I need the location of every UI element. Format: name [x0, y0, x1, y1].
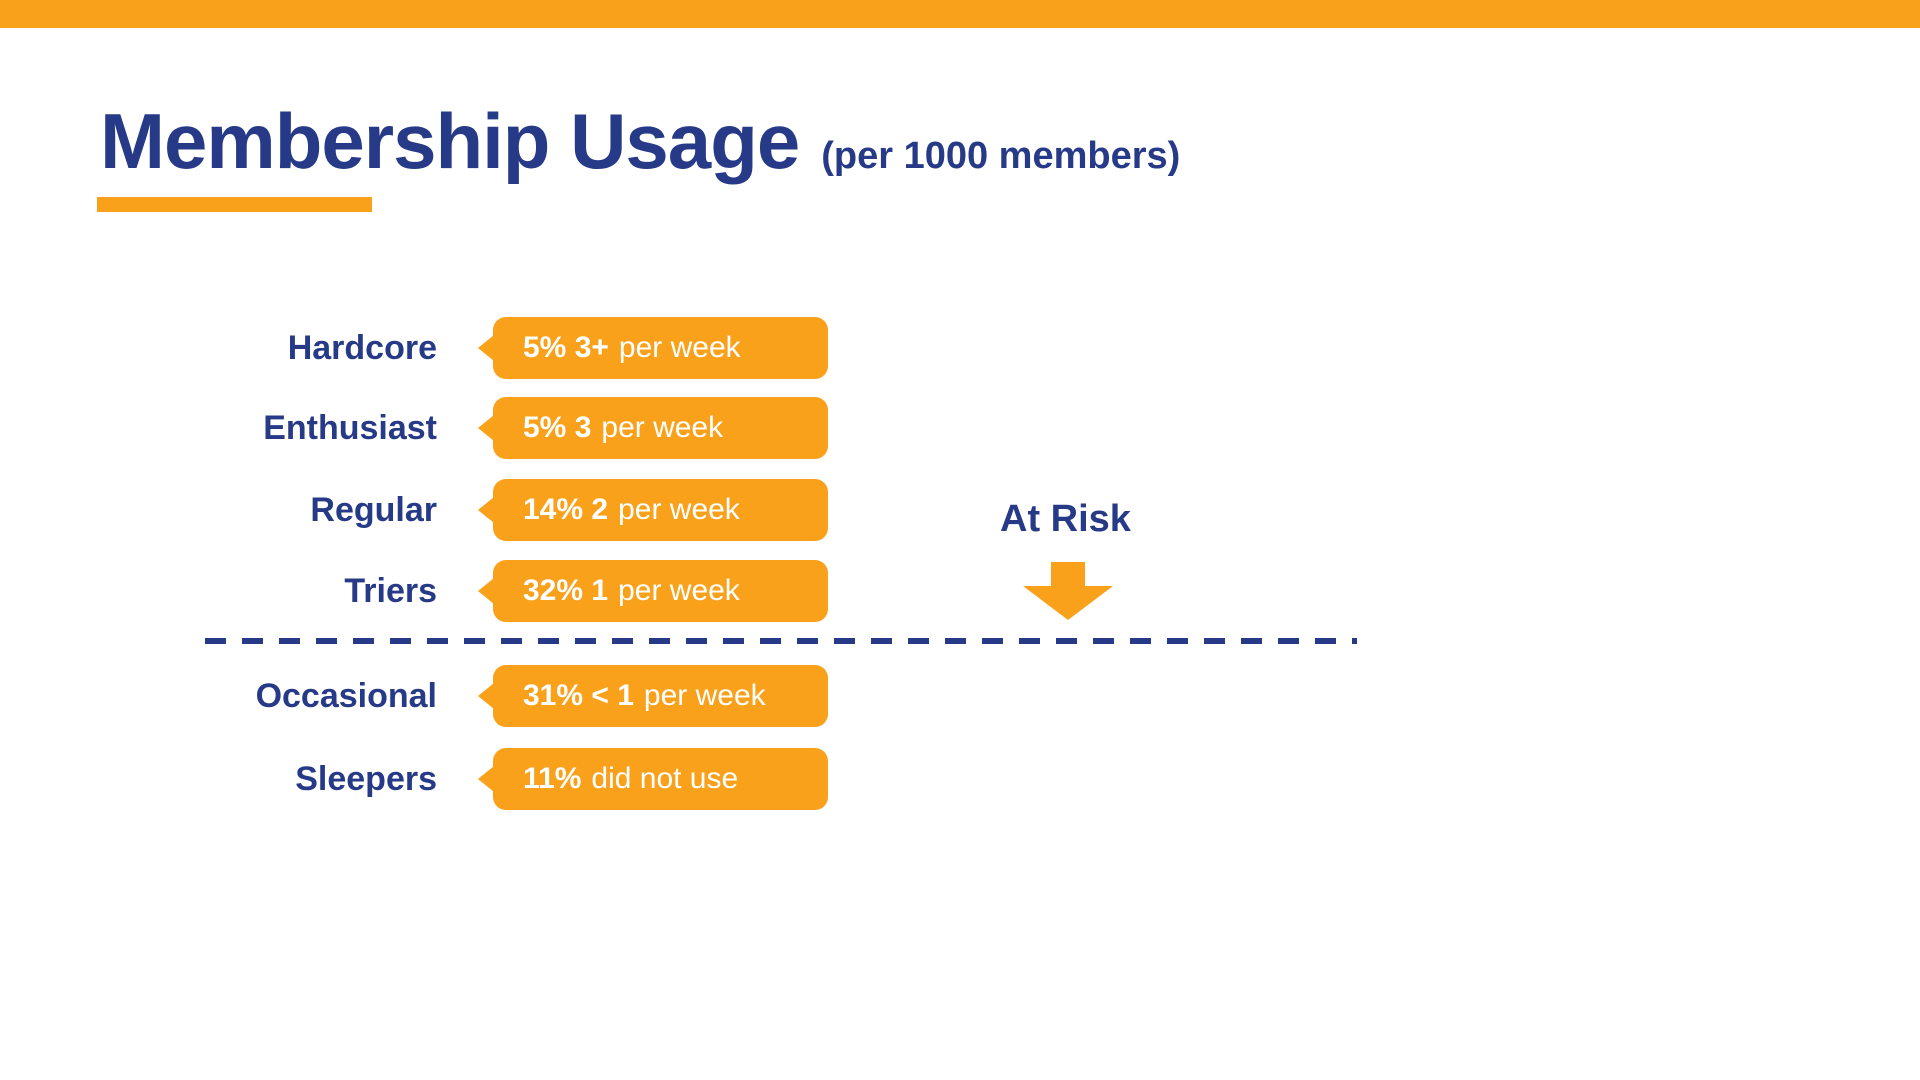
badge-tail-icon [478, 497, 494, 523]
title-underline [97, 197, 372, 212]
badge-value: 11% [523, 762, 582, 795]
segment-label: Hardcore [287, 329, 437, 367]
badge-frequency: per week [601, 411, 724, 444]
at-risk-label: At Risk [1000, 498, 1131, 540]
badge-frequency: per week [618, 331, 741, 364]
usage-badge: 5% 3+ per week [478, 317, 828, 379]
page-title: Membership Usage [100, 97, 800, 185]
badge-tail-icon [478, 683, 494, 709]
divider-dashed-line [205, 638, 1357, 644]
usage-row-sleepers: Sleepers 11% did not use [0, 748, 1920, 810]
badge-frequency: per week [643, 679, 766, 712]
usage-row-hardcore: Hardcore 5% 3+ per week [0, 317, 1920, 379]
usage-row-triers: Triers 32% 1 per week [0, 560, 1920, 622]
down-arrow-icon [1023, 562, 1113, 620]
page-subtitle: (per 1000 members) [821, 135, 1181, 177]
badge-value: 5% 3+ [523, 331, 609, 364]
top-accent-bar [0, 0, 1920, 28]
badge-tail-icon [478, 766, 494, 792]
badge-tail-icon [478, 335, 494, 361]
segment-label: Triers [344, 572, 437, 610]
badge-value: 5% 3 [523, 411, 592, 444]
usage-badge: 31% < 1 per week [478, 665, 828, 727]
badge-frequency: per week [618, 493, 740, 526]
segment-label: Enthusiast [263, 409, 437, 447]
usage-badge: 11% did not use [478, 748, 828, 810]
badge-value: 14% 2 [523, 493, 609, 526]
badge-value: 32% 1 [523, 574, 609, 607]
title-row: Membership Usage (per 1000 members) [100, 96, 1180, 187]
usage-row-occasional: Occasional 31% < 1 per week [0, 665, 1920, 727]
usage-row-regular: Regular 14% 2 per week [0, 479, 1920, 541]
badge-value: 31% < 1 [523, 679, 634, 712]
segment-label: Regular [310, 491, 437, 529]
segment-label: Sleepers [295, 760, 437, 798]
segment-label: Occasional [255, 677, 437, 715]
usage-row-enthusiast: Enthusiast 5% 3 per week [0, 397, 1920, 459]
badge-frequency: did not use [591, 762, 739, 795]
badge-tail-icon [478, 415, 494, 441]
badge-tail-icon [478, 578, 494, 604]
usage-badge: 5% 3 per week [478, 397, 828, 459]
usage-badge: 14% 2 per week [478, 479, 828, 541]
badge-frequency: per week [618, 574, 740, 607]
usage-badge: 32% 1 per week [478, 560, 828, 622]
